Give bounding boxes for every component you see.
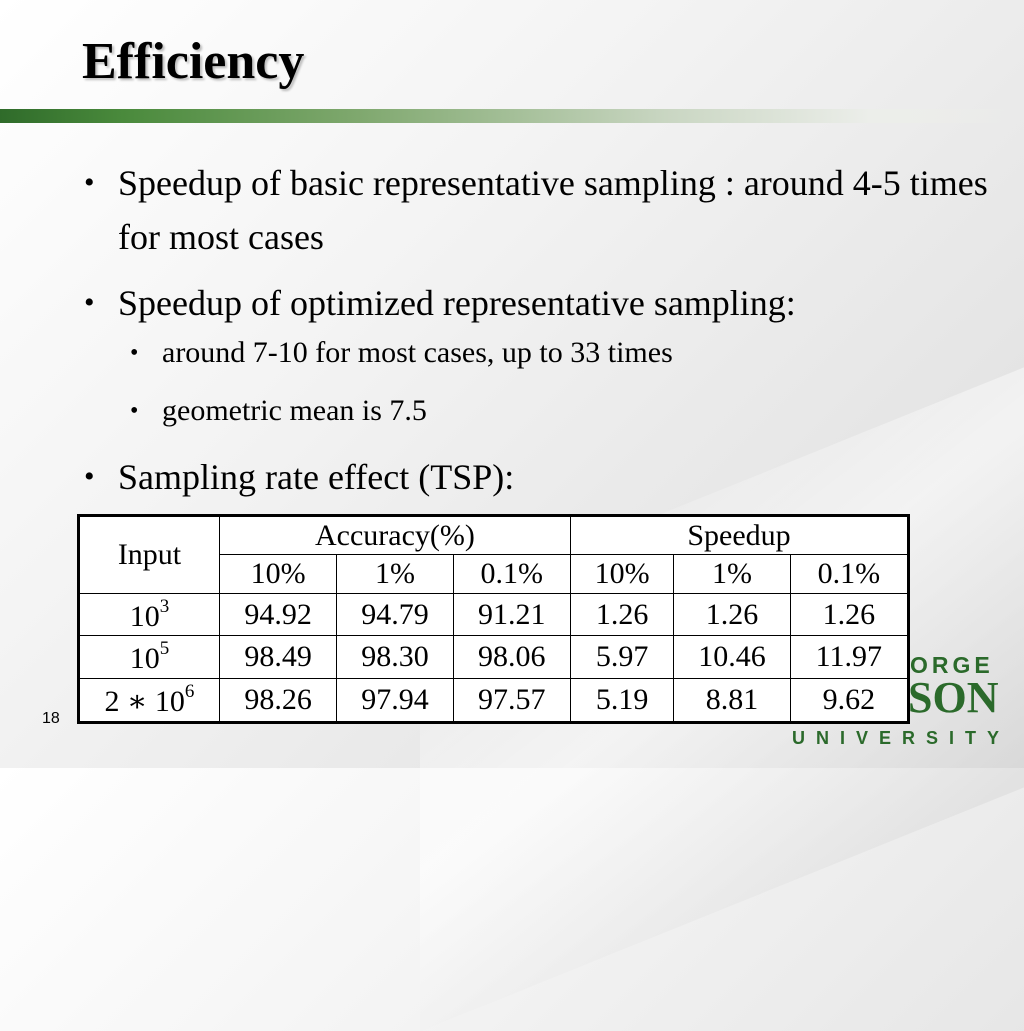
sub-bullet-text: geometric mean is 7.5 bbox=[162, 394, 427, 427]
sub-bullet-text: around 7-10 for most cases, up to 33 tim… bbox=[162, 336, 673, 369]
input-base: 10 bbox=[129, 642, 160, 676]
table-cell: 98.06 bbox=[452, 635, 571, 680]
bullet-list: • Speedup of basic representative sampli… bbox=[82, 156, 1002, 516]
table-header-speedup: Speedup bbox=[569, 515, 909, 556]
table-cell: 97.94 bbox=[336, 678, 454, 722]
table-header-input: Input bbox=[79, 516, 220, 594]
table-cell: 97.57 bbox=[452, 678, 571, 722]
table-subheader: 1% bbox=[336, 554, 454, 594]
table-row: 103 94.92 94.79 91.21 1.26 1.26 1.26 bbox=[79, 592, 909, 637]
table-subheader: 10% bbox=[569, 554, 675, 594]
table-cell: 98.30 bbox=[336, 635, 454, 680]
sub-bullet-item: • around 7-10 for most cases, up to 33 t… bbox=[126, 334, 1002, 372]
sampling-rate-table: Input Accuracy(%) Speedup 10% 1% 0.1% 10… bbox=[77, 514, 910, 724]
slide-title: Efficiency bbox=[82, 33, 305, 90]
sub-bullet-item: • geometric mean is 7.5 bbox=[126, 392, 1002, 430]
bullet-item: • Speedup of optimized representative sa… bbox=[82, 276, 1002, 430]
bullet-icon: • bbox=[84, 166, 95, 199]
table-cell: 1.26 bbox=[789, 592, 909, 637]
table-cell: 10.46 bbox=[673, 635, 791, 680]
table-cell: 11.97 bbox=[789, 635, 909, 680]
input-base: 2 ∗ 10 bbox=[104, 685, 185, 719]
table-cell: 98.49 bbox=[218, 635, 338, 680]
table-subheader: 10% bbox=[218, 554, 338, 594]
table-row: 105 98.49 98.30 98.06 5.97 10.46 11.97 bbox=[79, 635, 909, 680]
page-number: 18 bbox=[42, 710, 60, 727]
table-row: 2 ∗ 106 98.26 97.94 97.57 5.19 8.81 9.62 bbox=[79, 678, 909, 722]
university-logo-line1: ORGE bbox=[910, 652, 994, 678]
table-cell: 1.26 bbox=[673, 592, 791, 637]
sub-bullet-list: • around 7-10 for most cases, up to 33 t… bbox=[126, 334, 1002, 430]
bullet-item: • Speedup of basic representative sampli… bbox=[82, 156, 1002, 264]
table-subheader-row: 10% 1% 0.1% 10% 1% 0.1% bbox=[80, 554, 909, 594]
table-subheader: 0.1% bbox=[789, 554, 909, 594]
table-cell-input: 2 ∗ 106 bbox=[79, 678, 220, 722]
bullet-text: Speedup of basic representative sampling… bbox=[118, 163, 988, 257]
table-cell: 5.97 bbox=[569, 635, 675, 680]
table-cell: 98.26 bbox=[218, 678, 338, 722]
title-underline-bar bbox=[0, 109, 1024, 123]
table-header-row: Input Accuracy(%) Speedup bbox=[79, 515, 909, 594]
input-base: 10 bbox=[129, 599, 160, 633]
table-subheader: 1% bbox=[673, 554, 791, 594]
table-cell: 9.62 bbox=[789, 678, 909, 722]
university-logo-line2: SON bbox=[908, 673, 999, 722]
table-cell: 1.26 bbox=[569, 592, 675, 637]
bullet-item: • Sampling rate effect (TSP): bbox=[82, 450, 1002, 504]
bullet-icon: • bbox=[130, 398, 139, 424]
bullet-icon: • bbox=[130, 340, 139, 366]
table-header-accuracy: Accuracy(%) bbox=[218, 515, 571, 556]
bullet-icon: • bbox=[84, 460, 95, 493]
bullet-icon: • bbox=[84, 286, 95, 319]
table-cell-input: 103 bbox=[79, 592, 220, 637]
bullet-text: Speedup of optimized representative samp… bbox=[118, 283, 796, 323]
table-cell: 5.19 bbox=[569, 678, 675, 722]
input-exponent: 3 bbox=[159, 595, 170, 617]
bullet-text: Sampling rate effect (TSP): bbox=[118, 457, 515, 497]
table-cell-input: 105 bbox=[79, 635, 220, 680]
table-cell: 91.21 bbox=[452, 592, 571, 637]
input-exponent: 6 bbox=[184, 681, 195, 703]
results-table: Input Accuracy(%) Speedup 10% 1% 0.1% 10… bbox=[79, 515, 909, 722]
table-subheader: 0.1% bbox=[452, 554, 571, 594]
table-cell: 8.81 bbox=[673, 678, 791, 722]
table-cell: 94.79 bbox=[336, 592, 454, 637]
table-cell: 94.92 bbox=[218, 592, 338, 637]
input-exponent: 5 bbox=[159, 638, 170, 660]
university-logo-line3: UNIVERSITY bbox=[792, 728, 1011, 748]
